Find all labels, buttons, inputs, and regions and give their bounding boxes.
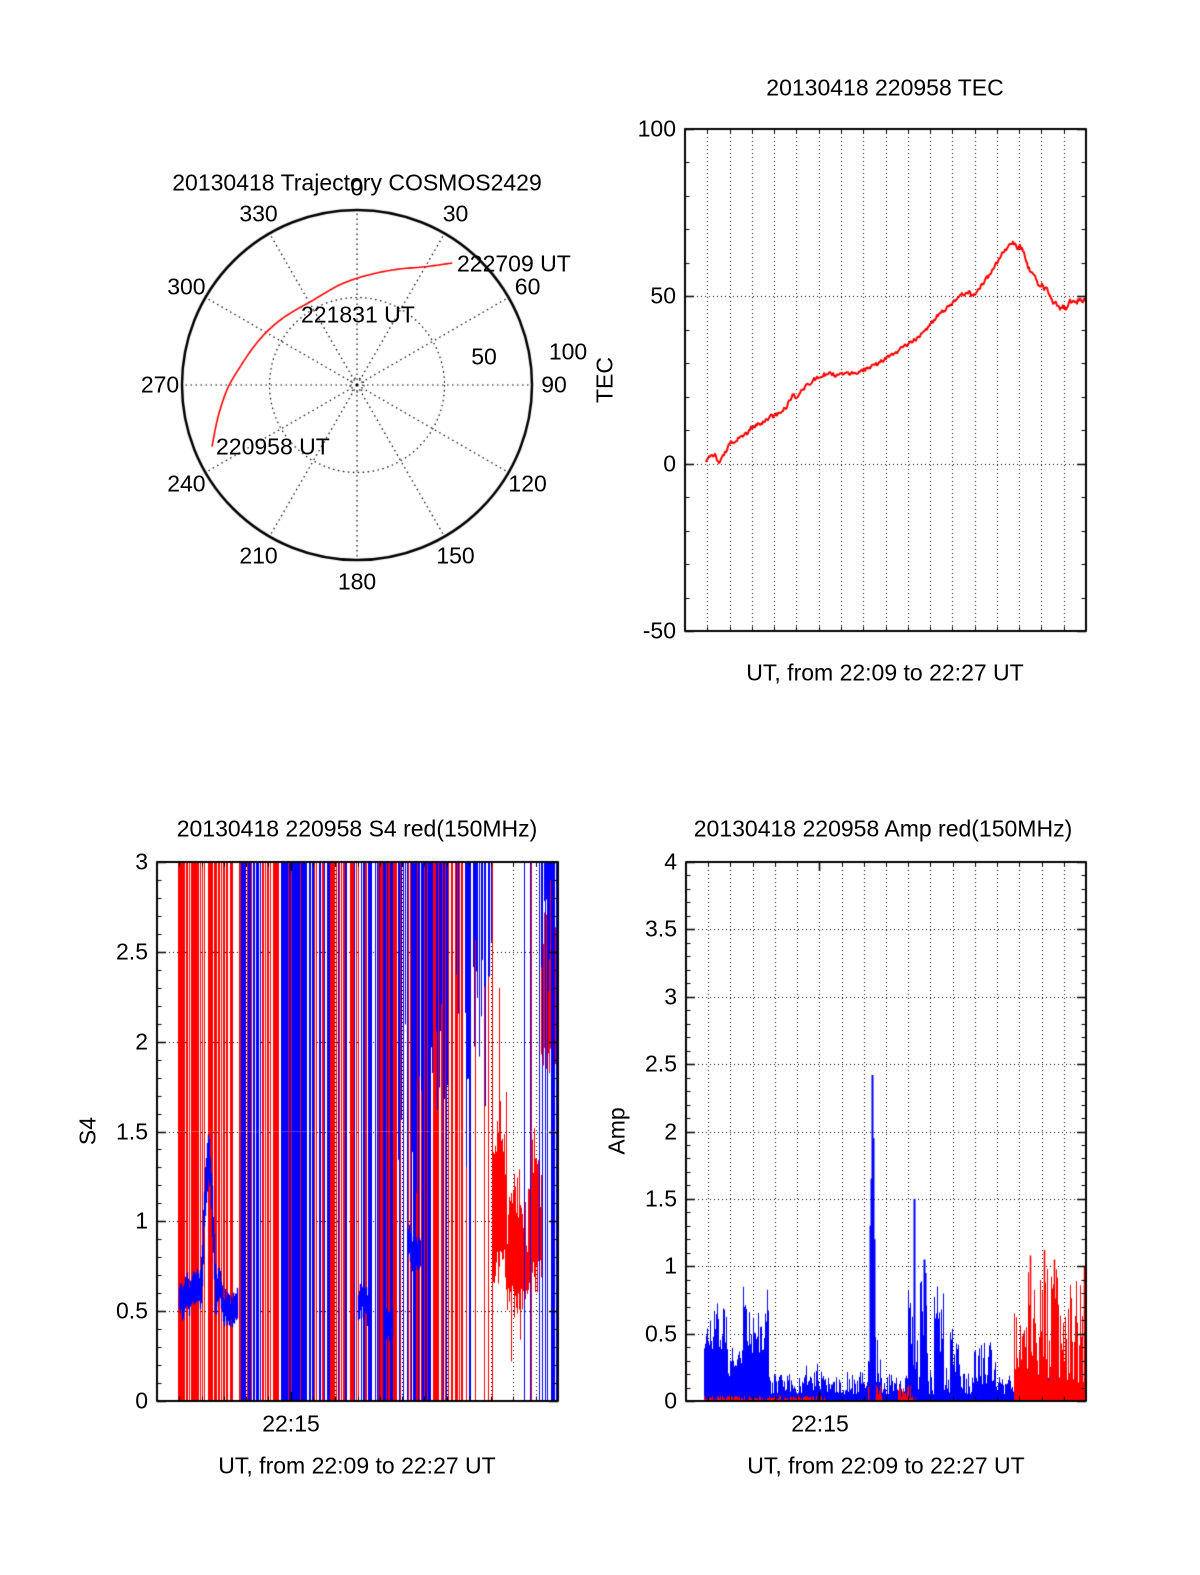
y-tick-label: 0 <box>663 450 676 477</box>
tec-xlabel: UT, from 22:09 to 22:27 UT <box>746 659 1024 686</box>
y-tick-label: 50 <box>650 282 676 309</box>
y-tick-label: 2.5 <box>116 938 148 965</box>
y-tick-label: 0.5 <box>645 1320 677 1347</box>
y-tick-label: 3.5 <box>645 915 677 942</box>
y-tick-label: 4 <box>664 848 677 875</box>
polar-spoke-label: 240 <box>167 470 206 496</box>
amp-xtick-label: 22:15 <box>791 1410 849 1437</box>
polar-radius-label: 50 <box>471 343 497 370</box>
y-tick-label: 3 <box>664 983 677 1010</box>
polar-spoke-label: 0 <box>350 174 364 201</box>
y-tick-label: -50 <box>642 617 676 644</box>
amp-ylabel: Amp <box>603 1107 630 1155</box>
y-tick-label: 0 <box>664 1387 677 1414</box>
amp-xlabel: UT, from 22:09 to 22:27 UT <box>747 1452 1025 1479</box>
polar-spoke-label: 270 <box>140 371 180 398</box>
y-tick-label: 1 <box>664 1252 677 1279</box>
tec-ylabel: TEC <box>591 357 618 403</box>
y-tick-label: 1.5 <box>645 1185 677 1212</box>
polar-radius-label: 100 <box>548 338 588 365</box>
polar-spoke-label: 330 <box>239 200 278 227</box>
polar-spoke-label: 210 <box>239 542 278 569</box>
polar-spoke-label: 120 <box>508 470 547 496</box>
tec-title: 20130418 220958 TEC <box>766 74 1004 101</box>
y-tick-label: 0 <box>135 1387 148 1414</box>
trajectory-title: 20130418 Trajectory COSMOS2429 <box>172 169 542 196</box>
trajectory-annotation-mid: 221831 UT <box>301 301 415 328</box>
s4-title: 20130418 220958 S4 red(150MHz) <box>176 815 538 842</box>
y-tick-label: 2 <box>135 1028 148 1055</box>
y-tick-label: 100 <box>637 115 676 142</box>
y-tick-label: 0.5 <box>116 1297 148 1324</box>
s4-xtick-label: 22:15 <box>262 1410 320 1437</box>
polar-spoke-label: 30 <box>442 200 469 227</box>
polar-spoke-label: 150 <box>436 542 475 569</box>
y-tick-label: 2.5 <box>645 1050 677 1077</box>
s4-ylabel: S4 <box>74 1116 101 1146</box>
polar-spoke-label: 90 <box>541 371 567 398</box>
trajectory-annotation-start: 220958 UT <box>216 433 330 460</box>
y-tick-label: 1.5 <box>116 1118 148 1144</box>
polar-spoke-label: 300 <box>167 273 206 299</box>
y-tick-label: 3 <box>135 848 148 875</box>
y-tick-label: 1 <box>135 1207 148 1234</box>
polar-spoke-label: 180 <box>337 568 377 595</box>
trajectory-annotation-end: 222709 UT <box>457 250 571 277</box>
amp-title: 20130418 220958 Amp red(150MHz) <box>693 815 1073 842</box>
s4-xlabel: UT, from 22:09 to 22:27 UT <box>218 1452 496 1479</box>
y-tick-label: 2 <box>664 1118 677 1144</box>
polar-spoke-label: 60 <box>514 273 541 299</box>
